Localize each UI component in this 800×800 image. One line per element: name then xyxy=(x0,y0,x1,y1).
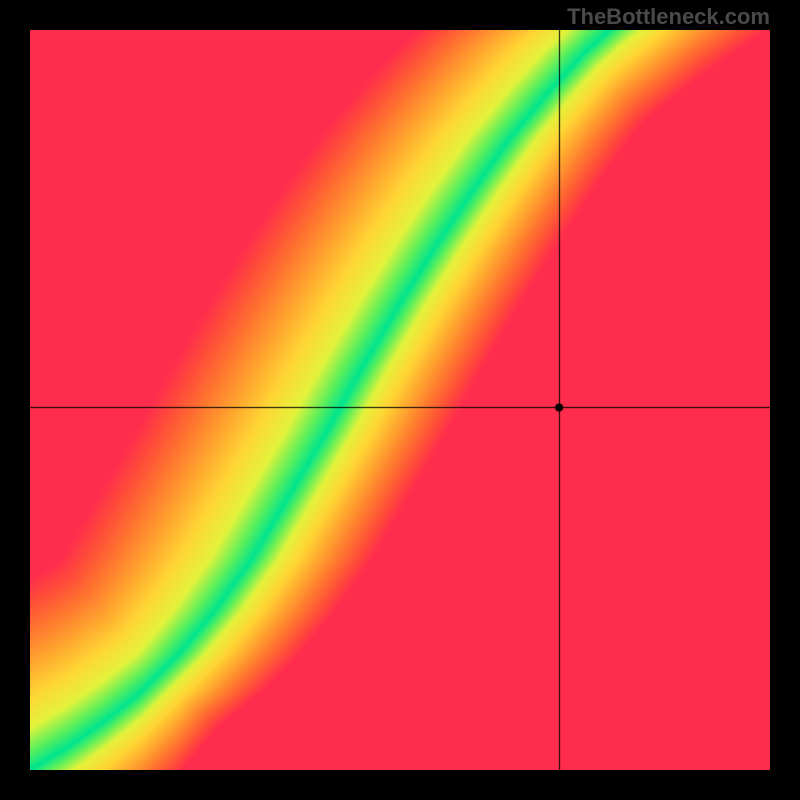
watermark-text: TheBottleneck.com xyxy=(567,4,770,30)
bottleneck-heatmap xyxy=(30,30,770,770)
chart-container: TheBottleneck.com xyxy=(0,0,800,800)
